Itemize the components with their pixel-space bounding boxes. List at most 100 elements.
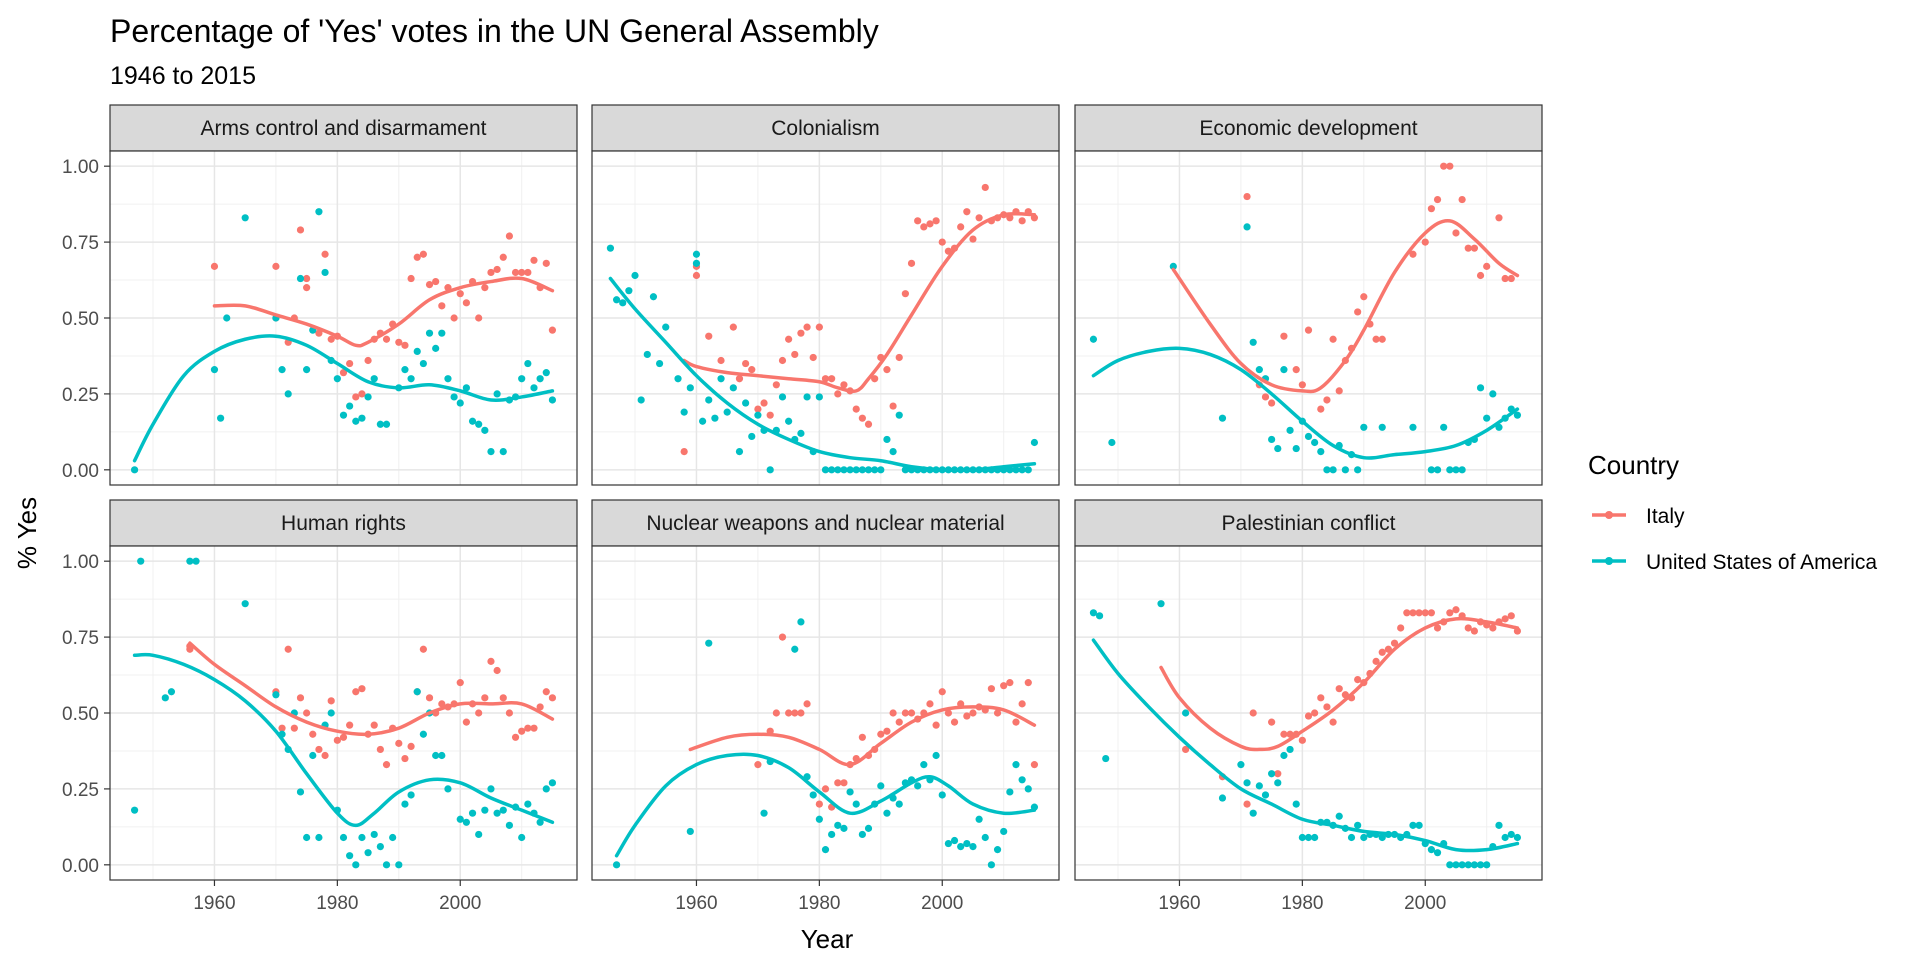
data-point bbox=[321, 250, 329, 258]
data-point bbox=[487, 268, 495, 277]
panel-border bbox=[1074, 545, 1543, 881]
x-axis-title: Year bbox=[801, 924, 854, 954]
data-point bbox=[938, 688, 946, 696]
x-tick-label: 1960 bbox=[675, 893, 717, 914]
data-point bbox=[130, 806, 139, 814]
data-point bbox=[1317, 448, 1325, 456]
data-point bbox=[1495, 821, 1503, 829]
data-point bbox=[729, 323, 737, 331]
data-point bbox=[370, 375, 378, 383]
x-tick-label: 1980 bbox=[798, 893, 840, 914]
data-point bbox=[401, 754, 409, 763]
data-point bbox=[1354, 308, 1362, 316]
data-point bbox=[748, 432, 756, 441]
data-point bbox=[1006, 788, 1014, 796]
data-point bbox=[315, 329, 323, 337]
data-point bbox=[413, 253, 421, 261]
data-point bbox=[963, 712, 971, 720]
data-point bbox=[1378, 423, 1386, 431]
data-point bbox=[1372, 335, 1380, 343]
data-point bbox=[309, 751, 317, 760]
data-point bbox=[475, 709, 483, 717]
data-point bbox=[772, 381, 780, 389]
data-point bbox=[735, 448, 744, 456]
data-point bbox=[950, 718, 959, 726]
facet-strip-label: Colonialism bbox=[771, 117, 880, 140]
data-point bbox=[530, 724, 538, 732]
data-point bbox=[1354, 466, 1362, 474]
data-point bbox=[778, 633, 787, 641]
data-point bbox=[889, 402, 897, 410]
data-point bbox=[376, 420, 384, 428]
data-point bbox=[321, 268, 329, 277]
data-point bbox=[413, 688, 421, 696]
data-point bbox=[339, 833, 348, 842]
data-point bbox=[778, 356, 787, 365]
data-point bbox=[315, 833, 323, 842]
data-point bbox=[210, 366, 219, 374]
data-point bbox=[1452, 466, 1460, 474]
trend-line-italy bbox=[1159, 616, 1520, 752]
data-point bbox=[834, 466, 842, 474]
data-point bbox=[241, 214, 249, 222]
data-point bbox=[1102, 754, 1110, 763]
data-point bbox=[631, 271, 639, 280]
data-point bbox=[505, 821, 514, 829]
data-point bbox=[1415, 609, 1423, 617]
data-point bbox=[1024, 466, 1032, 474]
data-point bbox=[1249, 338, 1257, 346]
data-point bbox=[803, 700, 811, 708]
data-point bbox=[499, 448, 507, 456]
chart-title: Percentage of 'Yes' votes in the UN Gene… bbox=[110, 13, 879, 49]
data-point bbox=[858, 414, 866, 422]
data-point bbox=[1249, 809, 1257, 817]
trend-line-united-states-of-america bbox=[132, 334, 555, 463]
data-point bbox=[481, 806, 489, 814]
x-tick-label: 1980 bbox=[1281, 893, 1323, 914]
data-point bbox=[161, 694, 169, 702]
data-point bbox=[1268, 435, 1276, 444]
facet-human-rights: Human rights 0.00 0.25 0.50 0.75 1.00 1960 1980… bbox=[62, 499, 578, 914]
data-point bbox=[401, 341, 409, 349]
data-point bbox=[1452, 229, 1460, 237]
data-point bbox=[493, 809, 501, 817]
data-point bbox=[364, 393, 372, 401]
data-point bbox=[606, 244, 615, 252]
data-point bbox=[1000, 827, 1008, 836]
data-point bbox=[1243, 800, 1251, 808]
data-point bbox=[542, 785, 550, 793]
y-tick-label: 0.25 bbox=[62, 385, 99, 406]
data-point bbox=[1433, 624, 1442, 632]
data-point bbox=[376, 745, 384, 754]
data-point bbox=[821, 375, 830, 383]
facet-strip bbox=[1074, 499, 1543, 547]
data-point bbox=[493, 666, 501, 675]
data-point bbox=[1507, 830, 1515, 839]
data-point bbox=[680, 408, 688, 416]
data-point bbox=[1427, 205, 1435, 213]
y-tick-label: 0.75 bbox=[62, 233, 99, 254]
data-point bbox=[1030, 761, 1039, 769]
data-point bbox=[1018, 217, 1026, 225]
y-tick-label: 0.00 bbox=[62, 856, 99, 877]
facet-nuclear-weapons-and-nuclear-material: Nuclear weapons and nuclear material 1960… bbox=[591, 499, 1060, 914]
data-point bbox=[809, 353, 817, 362]
data-point bbox=[278, 366, 286, 374]
facet-strip-label: Arms control and disarmament bbox=[201, 117, 487, 140]
data-point bbox=[692, 250, 701, 258]
data-point bbox=[840, 824, 848, 832]
data-point bbox=[548, 396, 557, 404]
data-point bbox=[333, 736, 341, 744]
data-point bbox=[1335, 387, 1343, 395]
data-point bbox=[1268, 770, 1276, 778]
data-point bbox=[524, 800, 532, 808]
data-point bbox=[957, 223, 965, 231]
data-point bbox=[382, 420, 391, 428]
data-point bbox=[192, 557, 200, 565]
data-point bbox=[717, 356, 725, 365]
trend-line-italy bbox=[188, 641, 555, 737]
data-point bbox=[530, 256, 538, 264]
data-point bbox=[407, 791, 415, 799]
data-point bbox=[327, 335, 335, 343]
data-point bbox=[1446, 162, 1454, 170]
